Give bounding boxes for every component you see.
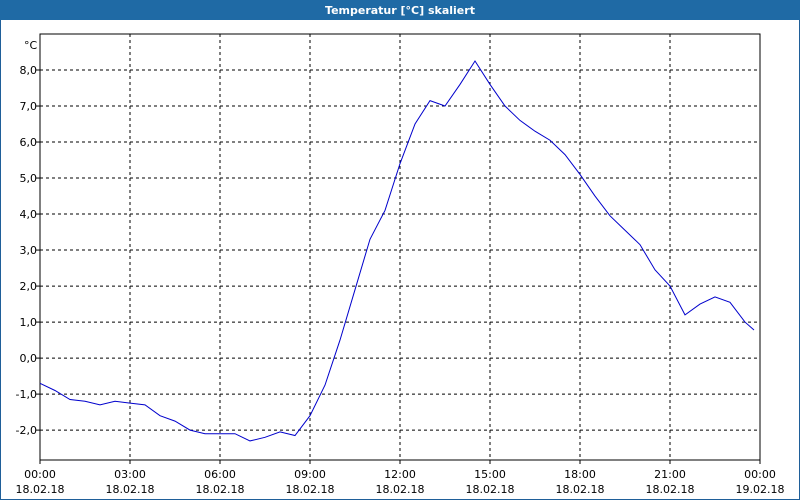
x-tick-label: 12:00 18.02.18 (376, 468, 425, 496)
y-tick-label: 2,0 (20, 280, 38, 293)
chart-title: Temperatur [°C] skaliert (325, 4, 475, 17)
y-tick-label: 1,0 (20, 316, 38, 329)
x-tick-label: 21:00 18.02.18 (646, 468, 695, 496)
x-tick-label: 09:00 18.02.18 (286, 468, 335, 496)
x-tick-label: 06:00 18.02.18 (196, 468, 245, 496)
y-tick-label: 7,0 (20, 100, 38, 113)
x-tick-label: 15:00 18.02.18 (466, 468, 515, 496)
y-tick-label: 3,0 (20, 244, 38, 257)
y-tick-label: -1,0 (16, 388, 37, 401)
x-tick-label: 03:00 18.02.18 (106, 468, 155, 496)
y-tick-label: -2,0 (16, 424, 37, 437)
x-tick-label: 18:00 18.02.18 (556, 468, 605, 496)
y-tick-label: 8,0 (20, 64, 38, 77)
x-tick-label: 00:00 19.02.18 (736, 468, 785, 496)
title-bar (0, 0, 800, 20)
data-line (39, 60, 755, 442)
y-tick-label: 4,0 (20, 208, 38, 221)
y-tick-label: 0,0 (20, 352, 38, 365)
y-unit: °C (24, 39, 38, 52)
x-tick-label: 00:00 18.02.18 (16, 468, 65, 496)
y-tick-label: 5,0 (20, 172, 38, 185)
y-tick-label: 6,0 (20, 136, 38, 149)
